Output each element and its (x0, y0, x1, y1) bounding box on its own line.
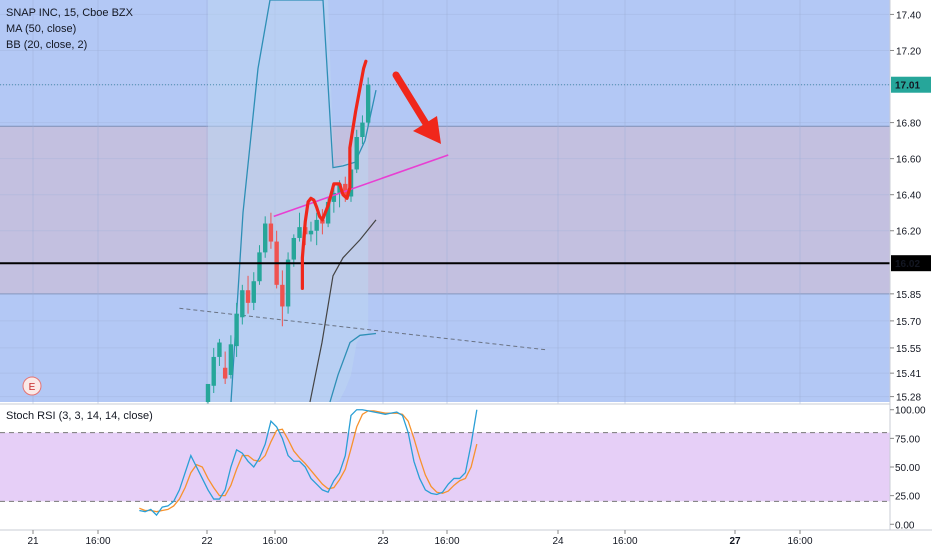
time-tick-label: 27 (729, 536, 741, 547)
candle-body (257, 252, 262, 282)
candle-body (360, 122, 365, 138)
rsi-tick-label: 0.00 (895, 520, 915, 531)
candle-body (211, 356, 216, 386)
current-price-badge (891, 76, 931, 93)
magenta-trendline[interactable] (273, 154, 449, 218)
candle-body (331, 192, 337, 202)
time-tick-label: 16:00 (434, 536, 459, 547)
price-tick-label: 15.41 (896, 369, 921, 380)
price-tick-label: 16.80 (896, 119, 921, 130)
rsi-tick-label: 25.00 (895, 492, 920, 503)
arrow-head[interactable] (413, 116, 441, 144)
chart-legend: SNAP INC, 15, Cboe BZX MA (50, close) BB… (6, 5, 133, 53)
price-tick-label: 17.40 (896, 10, 921, 21)
earnings-label[interactable]: E (29, 382, 36, 393)
bb-lower (329, 332, 377, 403)
candle-body (234, 313, 239, 347)
candle-body (228, 344, 234, 375)
trendline[interactable] (273, 154, 449, 218)
bb-upper (230, 0, 377, 403)
candle-body (240, 290, 245, 318)
rsi-tick-label: 75.00 (895, 434, 920, 445)
time-tick-label: 16:00 (262, 536, 287, 547)
candle-body (268, 223, 274, 242)
dashed-line (179, 307, 546, 351)
price-tick-label: 15.70 (896, 317, 921, 328)
earnings-marker[interactable]: E (22, 376, 42, 396)
candle-body (325, 201, 331, 224)
level-badge (891, 255, 931, 272)
candle-body (343, 183, 348, 197)
stoch-k-line (139, 409, 478, 517)
zone-upper (0, 0, 890, 127)
candle-body (251, 281, 256, 303)
price-tick-label: 16.20 (896, 227, 921, 238)
candles (205, 77, 371, 412)
hand-drawing[interactable] (300, 59, 368, 291)
rsi-legend[interactable]: Stoch RSI (3, 3, 14, 14, close) (6, 410, 153, 422)
time-tick-label: 23 (377, 536, 389, 547)
candle-body (217, 342, 222, 357)
zone-lower (0, 293, 890, 402)
time-tick-label: 16:00 (612, 536, 637, 547)
candle-body (297, 227, 302, 238)
ma-line (309, 219, 377, 403)
current-price-text: 17.01 (895, 81, 920, 92)
moving-average (309, 219, 377, 403)
earnings-circle[interactable] (22, 376, 42, 396)
price-zones (0, 0, 890, 402)
price-tick-label: 16.60 (896, 155, 921, 166)
red-arrow-drawing[interactable] (392, 71, 441, 144)
candle-body (320, 219, 325, 224)
candle-body (245, 290, 251, 303)
time-tick-label: 24 (552, 536, 564, 547)
candle-body (263, 223, 268, 253)
zone-middle (0, 126, 890, 294)
price-tick-label: 17.20 (896, 46, 921, 57)
price-tick-label: 15.85 (896, 290, 921, 301)
level-badge-text: 16.02 (895, 259, 920, 270)
legend-ma[interactable]: MA (50, close) (6, 23, 77, 35)
candle-body (285, 259, 291, 307)
candle-body (354, 137, 359, 170)
time-tick-label: 16:00 (787, 536, 812, 547)
time-tick-label: 21 (27, 536, 39, 547)
red-freehand-line[interactable] (300, 59, 368, 291)
time-axis-bg (0, 530, 932, 550)
rsi-tick-label: 50.00 (895, 463, 920, 474)
candle-body (308, 230, 314, 235)
candle-body (365, 84, 371, 123)
legend-bb[interactable]: BB (20, close, 2) (6, 39, 88, 51)
price-tick-label: 15.55 (896, 344, 921, 355)
arrow-shaft[interactable] (392, 71, 432, 131)
candle-body (291, 237, 296, 260)
candle-body (314, 219, 319, 231)
legend-title[interactable]: SNAP INC, 15, Cboe BZX (6, 7, 133, 19)
stoch-rsi-pane (0, 403, 932, 530)
rsi-band (0, 432, 890, 502)
time-tick-label: 22 (201, 536, 213, 547)
price-tick-label: 16.40 (896, 191, 921, 202)
candle-body (222, 367, 228, 379)
candle-body (205, 383, 211, 402)
candle-body (280, 284, 285, 307)
price-tick-label: 15.28 (896, 393, 921, 404)
time-tick-label: 16:00 (85, 536, 110, 547)
levels (0, 84, 890, 265)
rsi-tick-label: 100.00 (895, 406, 926, 417)
dashed-trend-line (179, 307, 546, 351)
